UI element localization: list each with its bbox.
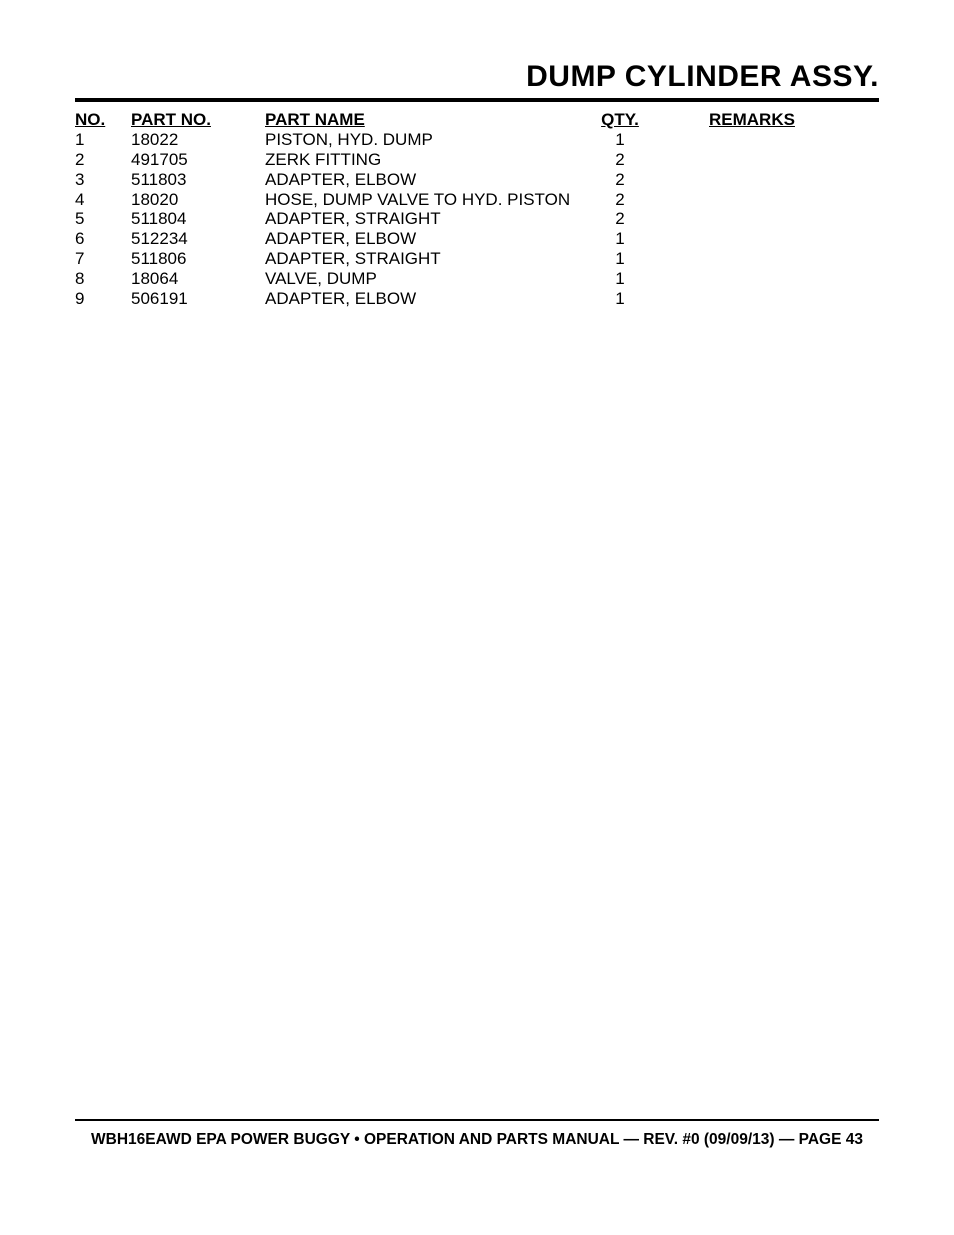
cell-remarks: [665, 170, 879, 190]
cell-no: 6: [75, 229, 131, 249]
cell-no: 9: [75, 289, 131, 309]
table-row: 2 491705 ZERK FITTING 2: [75, 150, 879, 170]
footer-text: WBH16EAWD EPA POWER BUGGY • OPERATION AN…: [75, 1131, 879, 1149]
cell-part-no: 18022: [131, 130, 265, 150]
cell-part-no: 511803: [131, 170, 265, 190]
cell-no: 3: [75, 170, 131, 190]
col-header-remarks: REMARKS: [665, 110, 879, 130]
page: DUMP CYLINDER ASSY. NO. PART NO. PART NA…: [0, 0, 954, 1235]
cell-part-name: ADAPTER, ELBOW: [265, 229, 575, 249]
col-header-part-no: PART NO.: [131, 110, 265, 130]
cell-part-no: 512234: [131, 229, 265, 249]
cell-no: 1: [75, 130, 131, 150]
table-row: 7 511806 ADAPTER, STRAIGHT 1: [75, 249, 879, 269]
cell-no: 4: [75, 190, 131, 210]
cell-part-name: ADAPTER, ELBOW: [265, 170, 575, 190]
table-row: 9 506191 ADAPTER, ELBOW 1: [75, 289, 879, 309]
footer-area: WBH16EAWD EPA POWER BUGGY • OPERATION AN…: [75, 1119, 879, 1149]
cell-qty: 1: [575, 289, 665, 309]
cell-part-no: 491705: [131, 150, 265, 170]
cell-part-no: 511806: [131, 249, 265, 269]
cell-part-no: 18064: [131, 269, 265, 289]
cell-qty: 2: [575, 170, 665, 190]
bottom-rule: [75, 1119, 879, 1121]
cell-qty: 2: [575, 209, 665, 229]
table-row: 8 18064 VALVE, DUMP 1: [75, 269, 879, 289]
cell-remarks: [665, 249, 879, 269]
page-title: DUMP CYLINDER ASSY.: [526, 60, 879, 93]
col-header-part-name: PART NAME: [265, 110, 575, 130]
cell-part-name: HOSE, DUMP VALVE TO HYD. PISTON: [265, 190, 575, 210]
cell-no: 5: [75, 209, 131, 229]
cell-part-name: VALVE, DUMP: [265, 269, 575, 289]
cell-part-name: ADAPTER, STRAIGHT: [265, 249, 575, 269]
parts-table: NO. PART NO. PART NAME QTY. REMARKS 1 18…: [75, 110, 879, 309]
cell-no: 2: [75, 150, 131, 170]
cell-qty: 1: [575, 269, 665, 289]
cell-remarks: [665, 289, 879, 309]
cell-part-no: 511804: [131, 209, 265, 229]
cell-no: 7: [75, 249, 131, 269]
title-wrap: DUMP CYLINDER ASSY.: [75, 60, 879, 94]
cell-part-name: ZERK FITTING: [265, 150, 575, 170]
cell-part-name: PISTON, HYD. DUMP: [265, 130, 575, 150]
cell-qty: 2: [575, 150, 665, 170]
cell-part-no: 506191: [131, 289, 265, 309]
top-rule: [75, 98, 879, 102]
cell-part-name: ADAPTER, ELBOW: [265, 289, 575, 309]
cell-no: 8: [75, 269, 131, 289]
cell-part-no: 18020: [131, 190, 265, 210]
cell-qty: 1: [575, 229, 665, 249]
table-row: 4 18020 HOSE, DUMP VALVE TO HYD. PISTON …: [75, 190, 879, 210]
cell-qty: 1: [575, 130, 665, 150]
table-body: 1 18022 PISTON, HYD. DUMP 1 2 491705 ZER…: [75, 130, 879, 309]
cell-qty: 1: [575, 249, 665, 269]
cell-part-name: ADAPTER, STRAIGHT: [265, 209, 575, 229]
cell-qty: 2: [575, 190, 665, 210]
col-header-qty: QTY.: [575, 110, 665, 130]
cell-remarks: [665, 190, 879, 210]
table-row: 6 512234 ADAPTER, ELBOW 1: [75, 229, 879, 249]
cell-remarks: [665, 269, 879, 289]
cell-remarks: [665, 130, 879, 150]
cell-remarks: [665, 229, 879, 249]
table-header-row: NO. PART NO. PART NAME QTY. REMARKS: [75, 110, 879, 130]
table-row: 5 511804 ADAPTER, STRAIGHT 2: [75, 209, 879, 229]
table-row: 3 511803 ADAPTER, ELBOW 2: [75, 170, 879, 190]
table-row: 1 18022 PISTON, HYD. DUMP 1: [75, 130, 879, 150]
cell-remarks: [665, 150, 879, 170]
cell-remarks: [665, 209, 879, 229]
col-header-no: NO.: [75, 110, 131, 130]
